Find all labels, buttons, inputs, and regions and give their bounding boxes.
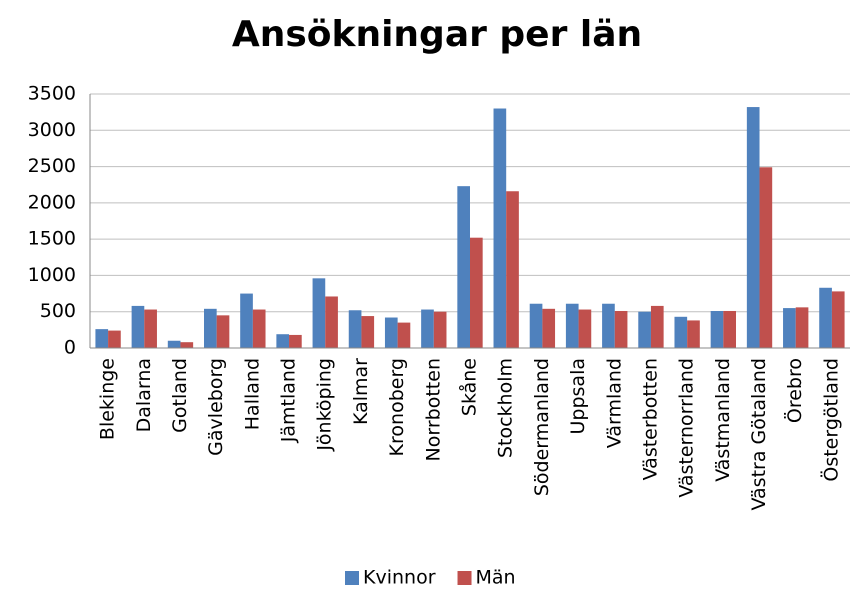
x-tick-label: Skåne <box>458 358 481 416</box>
y-tick-label: 1000 <box>28 264 76 286</box>
y-tick-label: 500 <box>40 300 76 322</box>
bar <box>614 310 628 348</box>
bar <box>602 303 615 348</box>
bar <box>819 287 832 348</box>
bar <box>108 330 121 348</box>
bar <box>783 308 796 348</box>
y-tick-label: 1500 <box>28 228 76 250</box>
x-tick-label: Dalarna <box>133 358 155 432</box>
bar <box>180 342 194 348</box>
bar <box>650 305 664 348</box>
y-tick-label: 0 <box>64 337 76 359</box>
bar <box>674 316 688 348</box>
bar <box>361 316 375 348</box>
bar <box>144 309 157 348</box>
bar <box>746 107 760 348</box>
bar <box>542 308 556 348</box>
bar <box>470 237 483 348</box>
x-tick-label: Västmanland <box>712 358 734 482</box>
bar <box>578 309 592 348</box>
y-tick-label: 3000 <box>28 119 76 141</box>
bar <box>433 311 447 348</box>
x-tick-label: Uppsala <box>567 358 589 435</box>
bar <box>687 320 700 348</box>
bar <box>289 334 302 348</box>
bar <box>397 322 411 348</box>
bar <box>204 308 217 348</box>
bar <box>312 278 326 348</box>
bar <box>457 186 470 348</box>
legend-label: Män <box>476 567 516 589</box>
x-tick-label: Jönköping <box>314 358 336 452</box>
bar <box>252 309 266 348</box>
bar <box>638 311 651 348</box>
bar <box>710 310 724 348</box>
x-tick-label: Kronoberg <box>386 358 408 456</box>
x-tick-label: Stockholm <box>495 358 517 458</box>
x-tick-label: Värmland <box>603 358 625 448</box>
bar <box>723 310 736 348</box>
x-tick-label: Jämtland <box>278 358 300 443</box>
bar <box>384 317 398 348</box>
bar <box>493 108 507 348</box>
bar <box>95 329 109 348</box>
legend-swatch <box>345 571 359 585</box>
x-tick-label: Gävleborg <box>205 358 227 456</box>
x-tick-label: Västerbotten <box>639 358 661 480</box>
bar <box>276 334 290 348</box>
bar <box>831 291 845 348</box>
x-tick-label: Halland <box>241 358 263 430</box>
bar <box>131 305 145 348</box>
bar <box>506 191 519 348</box>
bar <box>348 310 362 348</box>
bar <box>325 296 338 348</box>
chart-title: Ansökningar per län <box>232 14 642 55</box>
bar <box>167 340 181 348</box>
legend-label: Kvinnor <box>363 567 436 589</box>
x-tick-label: Kalmar <box>350 358 372 425</box>
x-tick-label: Västernorrland <box>676 358 698 498</box>
y-tick-label: 3500 <box>28 83 76 105</box>
x-tick-label: Södermanland <box>531 358 553 496</box>
bar <box>216 315 230 348</box>
bar <box>240 293 253 348</box>
bar <box>421 309 434 348</box>
x-tick-label: Västra Götaland <box>748 358 770 510</box>
x-tick-label: Östergötland <box>819 358 842 482</box>
x-tick-label: Norrbotten <box>422 358 444 461</box>
legend-swatch <box>457 571 472 585</box>
x-tick-label: Örebro <box>783 358 806 423</box>
bar <box>565 303 579 348</box>
y-tick-label: 2000 <box>28 191 76 213</box>
x-tick-label: Blekinge <box>97 358 119 440</box>
y-tick-label: 2500 <box>28 155 76 177</box>
bar <box>795 307 809 348</box>
bar <box>759 167 773 348</box>
bar <box>529 303 543 348</box>
x-tick-label: Gotland <box>169 358 191 433</box>
